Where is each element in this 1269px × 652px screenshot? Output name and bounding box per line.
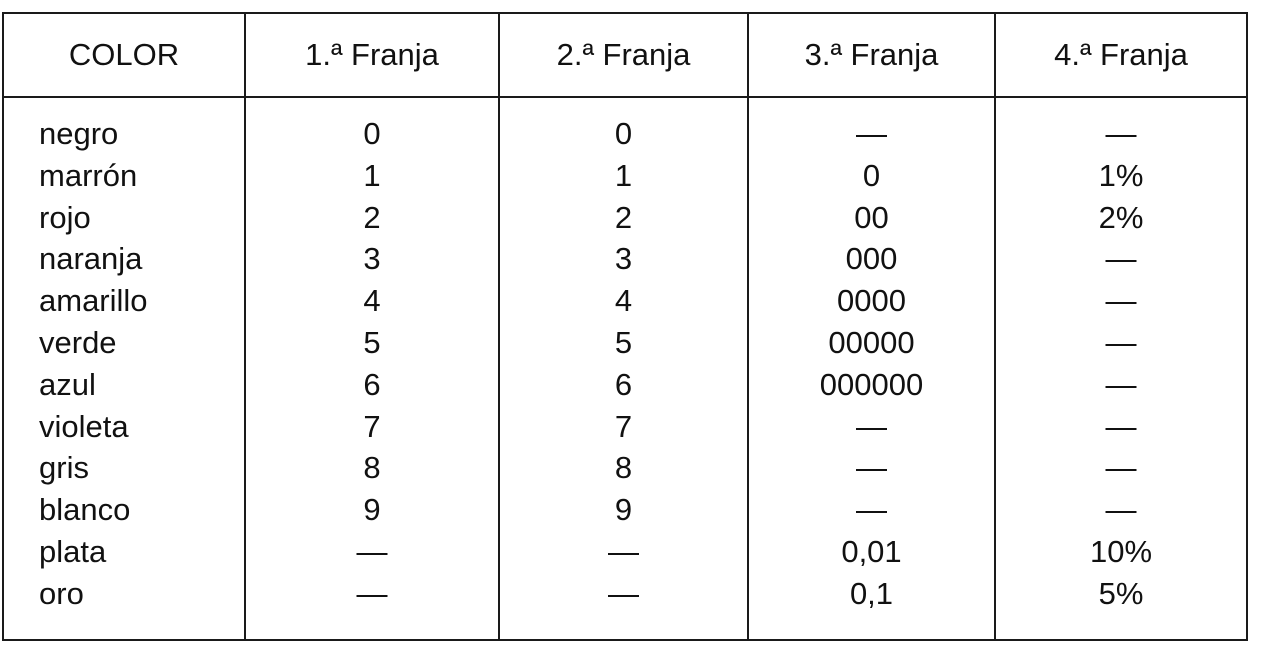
table-cell: — bbox=[608, 533, 639, 569]
header-color: COLOR bbox=[2, 12, 246, 98]
color-name-cell: amarillo bbox=[39, 283, 148, 319]
table-cell: 7 bbox=[363, 408, 381, 444]
table-cell: — bbox=[856, 408, 887, 444]
table-cell: — bbox=[1105, 408, 1137, 444]
column-band-3: —0 00 000 0000 00000 000000— — —0,01 0,1 bbox=[747, 96, 996, 641]
table-cell: — bbox=[856, 450, 887, 486]
color-name-cell: rojo bbox=[39, 199, 91, 235]
table-cell: 000000 bbox=[819, 366, 924, 402]
color-name-cell: gris bbox=[39, 450, 89, 486]
header-band-2: 2.ª Franja bbox=[498, 12, 749, 98]
table-cell: — bbox=[1105, 366, 1137, 402]
table-cell: 1% bbox=[1098, 157, 1144, 193]
table-cell: 0,01 bbox=[841, 533, 902, 569]
header-band-1: 1.ª Franja bbox=[244, 12, 500, 98]
table-cell: — bbox=[1105, 324, 1137, 360]
resistor-color-code-table: COLOR 1.ª Franja 2.ª Franja 3.ª Franja 4… bbox=[2, 12, 1248, 641]
header-row: COLOR 1.ª Franja 2.ª Franja 3.ª Franja 4… bbox=[2, 12, 1248, 98]
table-cell: 8 bbox=[614, 450, 633, 486]
color-name-cell: naranja bbox=[39, 241, 143, 277]
table-cell: 2% bbox=[1098, 199, 1144, 235]
table-cell: 5 bbox=[363, 324, 381, 360]
color-name-cell: marrón bbox=[39, 157, 138, 193]
table-cell: 5% bbox=[1098, 575, 1144, 611]
table-cell: — bbox=[856, 492, 887, 528]
table-cell: 2 bbox=[363, 199, 381, 235]
table-cell: 6 bbox=[614, 366, 633, 402]
table-cell: — bbox=[1105, 492, 1137, 528]
color-name-cell: violeta bbox=[39, 408, 129, 444]
color-name-cell: plata bbox=[39, 533, 107, 569]
table-cell: 8 bbox=[363, 450, 381, 486]
column-color: negro marrón rojo naranja amarillo verde azul v… bbox=[2, 96, 246, 641]
table-cell: — bbox=[1105, 241, 1137, 277]
color-name-cell: negro bbox=[39, 116, 119, 151]
header-band-3: 3.ª Franja bbox=[747, 12, 996, 98]
table-cell: — bbox=[1105, 450, 1137, 486]
table-cell: 0,1 bbox=[849, 575, 894, 611]
table-cell: 0 bbox=[363, 116, 381, 151]
table-cell: 0 bbox=[614, 116, 633, 151]
table-cell: 5 bbox=[614, 324, 633, 360]
table-cell: — bbox=[856, 116, 887, 151]
table-cell: 6 bbox=[363, 366, 381, 402]
table-cell: 9 bbox=[614, 492, 633, 528]
column-band-2: 0 1 2 3 4 5 6 7 8 9 — — bbox=[498, 96, 749, 641]
color-name-cell: azul bbox=[39, 366, 96, 402]
table-cell: 10% bbox=[1089, 533, 1153, 569]
table-cell: 2 bbox=[614, 199, 633, 235]
table-cell: 00000 bbox=[828, 324, 915, 360]
table-cell: 0 bbox=[862, 157, 881, 193]
table-cell: 4 bbox=[614, 283, 633, 319]
table-cell: — bbox=[608, 575, 639, 611]
color-name-cell: oro bbox=[39, 575, 84, 611]
table-cell: 4 bbox=[363, 283, 381, 319]
table-cell: 1 bbox=[614, 157, 633, 193]
column-band-4: — 1% 2% — — — — — — — 10% 5% bbox=[994, 96, 1248, 641]
header-band-4: 4.ª Franja bbox=[994, 12, 1248, 98]
table-cell: 1 bbox=[363, 157, 381, 193]
table-cell: 7 bbox=[614, 408, 633, 444]
table-cell: 9 bbox=[363, 492, 381, 528]
table-cell: 0000 bbox=[837, 283, 906, 319]
color-name-cell: verde bbox=[39, 324, 117, 360]
table-cell: — bbox=[1105, 116, 1137, 151]
table-cell: 000 bbox=[845, 241, 898, 277]
table-cell: — bbox=[1105, 283, 1137, 319]
table-cell: — bbox=[356, 533, 388, 569]
column-band-1: 0 1 2 3 4 5 6 7 8 9 — — bbox=[244, 96, 500, 641]
table-cell: 3 bbox=[363, 241, 381, 277]
table-cell: 3 bbox=[614, 241, 633, 277]
color-name-cell: blanco bbox=[39, 492, 131, 528]
table-cell: — bbox=[356, 575, 388, 611]
body-row: negro marrón rojo naranja amarillo verde azul v… bbox=[2, 96, 1248, 641]
table-cell: 00 bbox=[854, 199, 889, 235]
